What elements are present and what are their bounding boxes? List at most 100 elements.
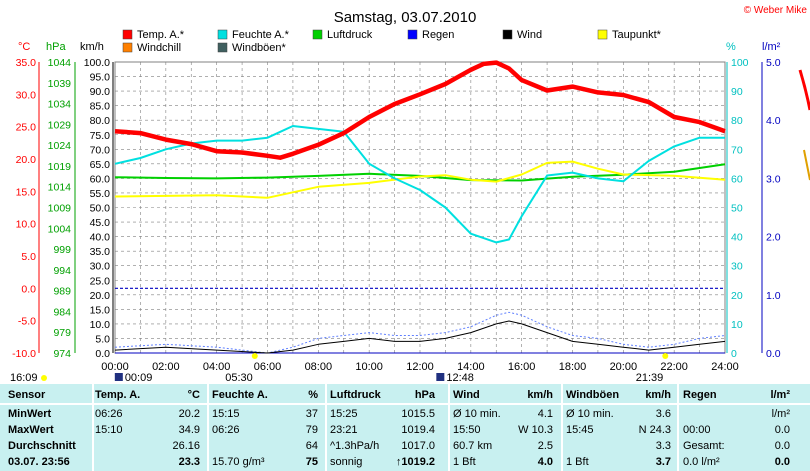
cell-wind-value: 4.1 <box>537 408 553 420</box>
hpa-tick-label: 1004 <box>48 223 72 235</box>
daylight-start-label: 16:09 <box>10 372 38 384</box>
legend-label: Windchill <box>137 42 181 54</box>
header-wind: Wind <box>453 389 480 401</box>
celsius-tick-label: 35.0 <box>16 57 37 69</box>
series-line-5 <box>114 311 726 354</box>
header-gust: Windböen <box>566 389 620 401</box>
header-press-unit: hPa <box>414 389 435 401</box>
hpa-tick-label: 1044 <box>48 57 72 69</box>
legend-swatch <box>122 29 133 40</box>
legend-swatch <box>502 29 513 40</box>
celsius-tick-label: -5.0 <box>18 316 36 328</box>
cell-hum-text: 15:15 <box>212 408 240 420</box>
cell-press-value: ↑1019.2 <box>395 456 435 468</box>
cell-wind-value: 4.0 <box>537 456 553 468</box>
pct-tick-label: 100 <box>731 57 749 69</box>
legend-label: Luftdruck <box>327 29 373 41</box>
pct-tick-label: 20 <box>731 290 743 302</box>
sunset-marker-label: 21:39 <box>636 372 664 384</box>
rain-tick-label: 5.0 <box>766 57 781 69</box>
cell-press-value: 1017.0 <box>401 440 435 452</box>
x-tick-label: 14:00 <box>457 361 485 373</box>
hpa-tick-label: 979 <box>53 327 71 339</box>
series-line-1 <box>114 125 725 244</box>
header-separator <box>0 403 810 405</box>
cell-wind-text: 15:50 <box>453 424 481 436</box>
celsius-tick-label: 5.0 <box>21 251 36 263</box>
pct-axis-label: % <box>726 41 736 53</box>
celsius-tick-label: 25.0 <box>16 122 37 134</box>
kmh-tick-label: 30.0 <box>90 261 111 273</box>
legend-label: Windböen* <box>232 42 287 54</box>
x-tick-label: 20:00 <box>610 361 638 373</box>
hpa-tick-label: 984 <box>53 306 71 318</box>
cell-gust-value: 3.7 <box>655 456 671 468</box>
side-panel-curve <box>798 69 810 111</box>
cell-gust-text: Ø 10 min. <box>566 408 614 420</box>
hpa-tick-label: 1034 <box>48 99 72 111</box>
pct-tick-label: 40 <box>731 232 743 244</box>
cell-rain-text: 0.0 l/m² <box>683 456 720 468</box>
series-line-3 <box>114 160 726 199</box>
sun-moon-markers: 16:09 00:09 12:48 05:30 21:39 <box>10 353 669 384</box>
row-label: MaxWert <box>8 424 54 436</box>
kmh-tick-label: 75.0 <box>90 130 111 142</box>
x-tick-label: 16:00 <box>508 361 536 373</box>
hpa-tick-label: 994 <box>53 265 71 277</box>
rain-axis-label: l/m² <box>762 41 781 53</box>
cell-temp-value: 23.3 <box>178 456 200 468</box>
pct-tick-label: 90 <box>731 86 743 98</box>
cell-gust-text: 1 Bft <box>566 456 589 468</box>
series-lines <box>114 60 726 354</box>
sunrise-sun-icon <box>251 353 258 359</box>
side-panel-edge <box>796 40 810 360</box>
sunset-sun-icon <box>662 353 669 359</box>
x-tick-label: 02:00 <box>152 361 180 373</box>
rain-tick-label: 3.0 <box>766 173 781 185</box>
kmh-tick-label: 50.0 <box>90 203 111 215</box>
header-gust-unit: km/h <box>645 389 671 401</box>
kmh-tick-label: 85.0 <box>90 101 111 113</box>
grid-lines <box>115 62 725 353</box>
header-rain: Regen <box>683 389 717 401</box>
pct-tick-label: 60 <box>731 173 743 185</box>
summary-table: Sensor Temp. A. °C Feuchte A.% Luftdruck hPa W… <box>0 384 810 471</box>
cell-rain-value: 0.0 <box>774 424 790 436</box>
hpa-tick-label: 1019 <box>48 161 72 173</box>
hpa-tick-label: 999 <box>53 244 71 256</box>
rain-tick-label: 2.0 <box>766 232 781 244</box>
rain-tick-label: 1.0 <box>766 290 781 302</box>
hpa-axis-label: hPa <box>46 41 66 53</box>
column-separator <box>561 384 563 471</box>
celsius-tick-label: 10.0 <box>16 219 37 231</box>
celsius-tick-label: -10.0 <box>12 348 36 360</box>
x-tick-label: 08:00 <box>305 361 333 373</box>
pct-tick-label: 10 <box>731 319 743 331</box>
legend-swatch <box>597 29 608 40</box>
kmh-tick-label: 45.0 <box>90 217 111 229</box>
column-separator <box>448 384 450 471</box>
row-label: 03.07. 23:56 <box>8 456 70 468</box>
cell-hum-text: 15.70 g/m³ <box>212 456 265 468</box>
header-sensor: Sensor <box>8 389 46 401</box>
hpa-tick-label: 1024 <box>48 140 72 152</box>
tick-labels: 35.0 30.0 25.0 20.0 15.0 10.0 5.0 0.0 -5.0 -10.0 1… <box>12 57 781 373</box>
moon-marker-label: 12:48 <box>446 372 474 384</box>
celsius-tick-label: 0.0 <box>21 283 36 295</box>
kmh-axis-label: km/h <box>80 41 104 53</box>
cell-hum-text: 06:26 <box>212 424 240 436</box>
side-panel-curve-2 <box>803 149 810 181</box>
kmh-tick-label: 55.0 <box>90 188 111 200</box>
cell-temp-text: 06:26 <box>95 408 123 420</box>
pct-tick-label: 0 <box>731 348 737 360</box>
pct-tick-label: 50 <box>731 203 743 215</box>
moonrise-marker-label: 00:09 <box>125 372 153 384</box>
x-tick-label: 12:00 <box>406 361 434 373</box>
cell-hum-value: 64 <box>305 440 318 452</box>
x-tick-label: 10:00 <box>355 361 383 373</box>
legend-label: Taupunkt* <box>612 29 662 41</box>
kmh-tick-label: 0.0 <box>95 348 110 360</box>
column-separator <box>325 384 327 471</box>
cell-rain-value: l/m² <box>771 408 790 420</box>
kmh-tick-label: 60.0 <box>90 173 111 185</box>
